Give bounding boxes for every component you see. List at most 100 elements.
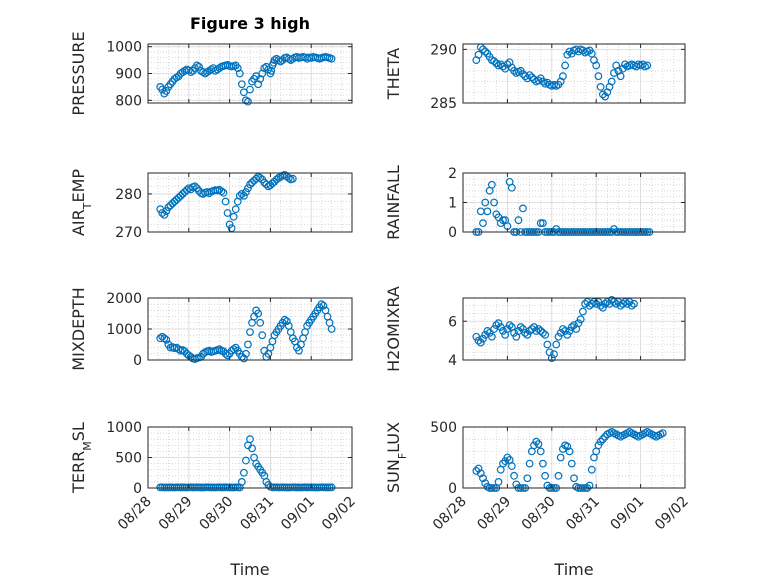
data-point xyxy=(490,57,498,66)
data-point xyxy=(658,429,667,438)
data-point xyxy=(576,315,585,324)
data-point xyxy=(231,205,240,214)
x-tick-label: 09/02 xyxy=(652,494,692,534)
data-point xyxy=(499,216,507,225)
subplot-2: 285 290 THETA xyxy=(384,42,686,112)
data-point xyxy=(521,328,530,337)
xlabel: Time xyxy=(553,560,593,579)
data-point xyxy=(237,80,246,89)
data-point xyxy=(514,216,523,225)
data-point xyxy=(282,317,291,326)
data-point xyxy=(244,340,252,349)
axes-box xyxy=(462,297,686,361)
data-point xyxy=(487,332,496,341)
data-point xyxy=(621,297,629,306)
y-tick-label: 0 xyxy=(133,353,142,369)
data-point xyxy=(525,459,534,468)
data-point xyxy=(254,309,263,318)
data-point xyxy=(474,50,483,59)
data-point xyxy=(479,219,487,228)
data-point xyxy=(516,323,525,331)
subplot-1: 800 900 1000 PRESSURE Figure 3 high xyxy=(69,14,353,116)
data-point xyxy=(479,45,487,54)
data-point xyxy=(607,77,616,86)
data-point xyxy=(523,474,532,483)
data-point xyxy=(534,440,543,448)
y-tick-label: 270 xyxy=(115,225,142,241)
data-point xyxy=(503,453,512,462)
data-point xyxy=(561,327,570,335)
data-point xyxy=(476,469,485,478)
x-tick-label: 08/28 xyxy=(430,494,470,534)
data-point xyxy=(288,174,297,183)
data-point xyxy=(191,182,199,191)
data-point xyxy=(237,190,246,198)
data-point xyxy=(258,331,267,340)
axes-box xyxy=(462,43,686,104)
data-point xyxy=(587,465,596,474)
data-point xyxy=(525,71,534,80)
data-point xyxy=(561,61,570,70)
data-point xyxy=(554,471,563,480)
data-point xyxy=(490,198,498,207)
data-point xyxy=(565,47,574,56)
data-point xyxy=(596,83,605,91)
data-point xyxy=(547,354,556,362)
x-tick-label: 08/30 xyxy=(519,494,559,534)
data-point xyxy=(256,318,265,327)
data-point xyxy=(499,62,507,71)
data-point xyxy=(162,335,171,344)
data-point xyxy=(162,87,171,95)
data-point xyxy=(559,72,567,81)
data-point xyxy=(244,184,252,193)
data-point xyxy=(246,435,254,444)
data-point xyxy=(221,197,230,206)
data-point xyxy=(239,354,248,363)
x-tick-label: 08/29 xyxy=(474,494,514,534)
data-point xyxy=(182,186,191,195)
data-point xyxy=(536,219,545,228)
data-point xyxy=(160,334,169,343)
data-point xyxy=(638,60,647,69)
data-point xyxy=(474,336,483,345)
subplot-8: 0 500 08/28 08/29 08/30 08/31 09/01 09/02 SUNFLU… xyxy=(384,420,692,579)
data-point xyxy=(507,462,516,470)
x-tick-label: 08/28 xyxy=(115,494,155,534)
data-point xyxy=(485,328,494,337)
data-point xyxy=(260,64,269,73)
data-point xyxy=(479,334,487,343)
data-point xyxy=(235,191,244,200)
data-point xyxy=(570,474,578,483)
data-point xyxy=(625,297,634,306)
data-point xyxy=(596,437,605,446)
data-point xyxy=(627,301,636,310)
data-point xyxy=(172,73,181,82)
data-point xyxy=(534,325,543,333)
data-point xyxy=(556,453,565,462)
data-point xyxy=(242,456,250,465)
data-point xyxy=(503,325,512,333)
data-point xyxy=(193,61,201,70)
data-point xyxy=(499,327,507,335)
data-point xyxy=(284,174,293,182)
y-tick-label: 0 xyxy=(133,481,142,497)
data-point xyxy=(158,209,167,217)
subplot-5: 0 1000 2000 MIXDEPTH xyxy=(69,287,353,371)
subplot-6: 4 6 H2OMIXRA xyxy=(384,286,686,372)
data-point xyxy=(541,330,550,339)
data-point xyxy=(550,350,558,359)
y-tick-label: 6 xyxy=(448,314,457,330)
data-point xyxy=(594,72,603,81)
x-tick-label: 09/02 xyxy=(319,494,359,534)
data-point xyxy=(534,76,543,85)
data-point xyxy=(246,85,254,94)
data-point xyxy=(494,319,503,328)
data-point xyxy=(327,54,336,63)
data-point xyxy=(180,347,189,356)
data-point xyxy=(280,315,289,324)
x-tick-label: 09/01 xyxy=(608,494,648,534)
x-tick-label: 08/31 xyxy=(237,494,277,534)
data-point xyxy=(492,321,501,330)
data-point xyxy=(643,61,652,70)
